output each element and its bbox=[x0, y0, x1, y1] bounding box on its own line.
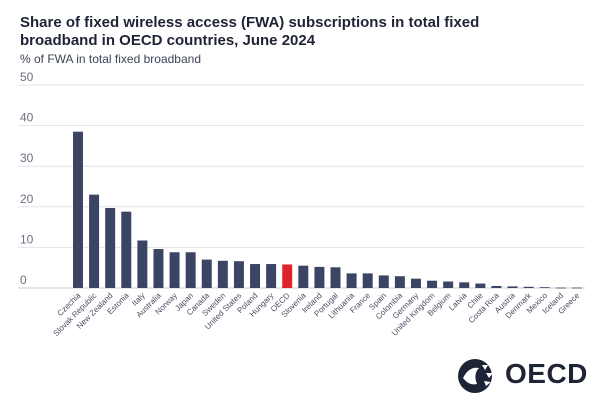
bar-latvia bbox=[459, 282, 470, 288]
bar-austria bbox=[507, 286, 518, 288]
bar-france bbox=[362, 273, 373, 288]
bar-costa-rica bbox=[491, 285, 502, 288]
bar-denmark bbox=[523, 286, 534, 288]
bar-germany bbox=[410, 278, 421, 288]
chart-subtitle: % of FWA in total fixed broadband bbox=[20, 52, 201, 66]
bar-united-states bbox=[233, 261, 244, 288]
y-tick-label: 50 bbox=[20, 70, 34, 84]
bar-ireland bbox=[314, 266, 325, 288]
oecd-logo-text: OECD bbox=[505, 358, 588, 389]
bar-sweden bbox=[217, 260, 228, 288]
bar-japan bbox=[185, 252, 196, 288]
bar-chile bbox=[475, 283, 486, 288]
chart-title: Share of fixed wireless access (FWA) sub… bbox=[20, 14, 480, 49]
bar-italy bbox=[137, 240, 148, 288]
bar-poland bbox=[250, 264, 261, 288]
bar-oecd bbox=[282, 264, 293, 288]
footer bbox=[0, 364, 600, 400]
x-tick-label: Latvia bbox=[447, 291, 469, 313]
y-tick-label: 30 bbox=[20, 151, 34, 165]
y-tick-label: 10 bbox=[20, 232, 34, 246]
bar-greece bbox=[571, 287, 582, 289]
y-tick-label: 0 bbox=[20, 273, 27, 287]
bar-czechia bbox=[73, 131, 83, 288]
bar-hungary bbox=[266, 264, 277, 288]
bar-australia bbox=[153, 249, 164, 288]
bar-iceland bbox=[555, 287, 566, 289]
bar-portugal bbox=[330, 267, 341, 288]
y-tick-label: 40 bbox=[20, 111, 34, 125]
bar-united-kingdom bbox=[427, 280, 438, 288]
oecd-logo: OECD bbox=[455, 354, 595, 394]
bar-slovak-republic bbox=[89, 194, 100, 288]
bar-norway bbox=[169, 252, 180, 288]
bar-estonia bbox=[121, 211, 132, 288]
bar-slovenia bbox=[298, 265, 309, 288]
bar-mexico bbox=[539, 287, 550, 288]
bar-colombia bbox=[394, 276, 405, 288]
bar-spain bbox=[378, 275, 389, 288]
bar-new-zealand bbox=[105, 208, 116, 288]
oecd-globe-icon bbox=[458, 359, 493, 393]
chart-card: Share of fixed wireless access (FWA) sub… bbox=[18, 14, 585, 338]
bar-canada bbox=[201, 259, 212, 288]
bar-lithuania bbox=[346, 273, 357, 288]
bar-belgium bbox=[443, 281, 454, 288]
y-tick-label: 20 bbox=[20, 192, 34, 206]
